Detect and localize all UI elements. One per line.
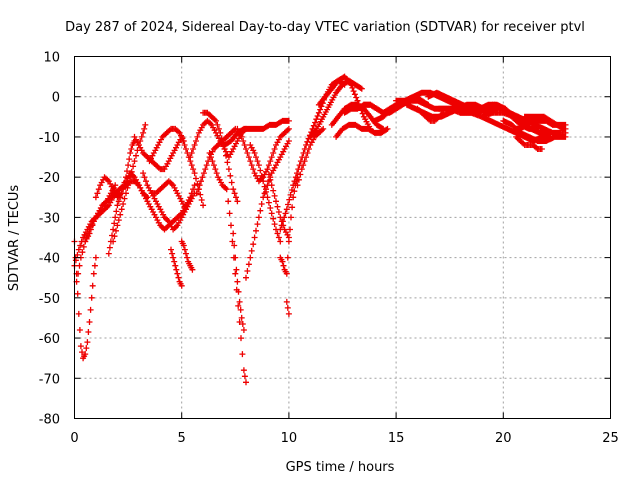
- series-markers: [333, 121, 391, 140]
- series-arc-48: [513, 133, 545, 152]
- series-markers: [187, 117, 249, 161]
- series-markers: [277, 77, 348, 233]
- y-tick-label: -70: [39, 372, 60, 387]
- series-markers: [82, 182, 132, 245]
- series-markers: [71, 238, 99, 362]
- series-markers: [140, 170, 189, 213]
- series-arc-27: [277, 77, 348, 233]
- series-arc-26: [283, 298, 292, 317]
- series-markers: [521, 113, 569, 132]
- series-arc-12: [148, 190, 198, 233]
- plot-frame: [74, 56, 611, 419]
- series-markers: [230, 230, 247, 333]
- chart-title: Day 287 of 2024, Sidereal Day-to-day VTE…: [65, 20, 585, 35]
- series-arc-28: [294, 125, 327, 189]
- series-arc-15: [187, 117, 249, 161]
- series-markers: [283, 298, 292, 317]
- series-arc-14: [178, 238, 196, 273]
- series-arc-4: [82, 182, 132, 245]
- series-markers: [206, 150, 249, 386]
- y-tick-label: -50: [39, 292, 60, 307]
- series-arc-23: [247, 142, 284, 245]
- series-markers: [146, 125, 187, 165]
- series-arc-21: [234, 125, 292, 185]
- series-arc-47: [521, 113, 569, 132]
- series-arc-18: [206, 150, 249, 386]
- series-markers: [294, 125, 327, 189]
- series-arc-11: [146, 125, 187, 165]
- x-axis-label: GPS time / hours: [286, 460, 395, 475]
- x-tick-label: 5: [178, 431, 186, 446]
- series-markers: [168, 246, 185, 289]
- y-tick-label: -10: [39, 131, 60, 146]
- x-tick-label: 25: [602, 431, 619, 446]
- series-arc-10: [140, 170, 189, 213]
- series-arc-38: [414, 105, 447, 124]
- x-tick-label: 20: [495, 431, 512, 446]
- series-arc-19: [230, 230, 247, 333]
- y-tick-label: -20: [39, 171, 60, 186]
- x-tick-label: 15: [388, 431, 405, 446]
- series-arc-1: [71, 238, 99, 362]
- series-markers: [513, 133, 545, 152]
- axis-ticks: 0 5 10 15 20 25 10 0 -10 -20 -30 -40 -50 -60 -70 -80: [39, 51, 619, 447]
- y-tick-label: -60: [39, 332, 60, 347]
- series-markers: [148, 190, 198, 233]
- series-markers: [178, 238, 196, 273]
- series-markers: [234, 125, 292, 185]
- y-tick-label: -30: [39, 211, 60, 226]
- y-tick-label: 10: [43, 51, 60, 66]
- series-markers: [200, 109, 241, 205]
- series-arc-32: [333, 121, 391, 140]
- x-tick-label: 0: [70, 431, 78, 446]
- series-arc-17: [200, 109, 241, 205]
- data-points: [71, 73, 569, 386]
- series-markers: [247, 142, 284, 245]
- series-markers: [414, 105, 447, 124]
- y-axis-label: SDTVAR / TECUs: [7, 185, 22, 292]
- series-arc-13: [168, 246, 185, 289]
- y-tick-label: -80: [39, 413, 60, 428]
- y-tick-label: 0: [52, 91, 60, 106]
- y-tick-label: -40: [39, 252, 60, 267]
- x-tick-label: 10: [281, 431, 298, 446]
